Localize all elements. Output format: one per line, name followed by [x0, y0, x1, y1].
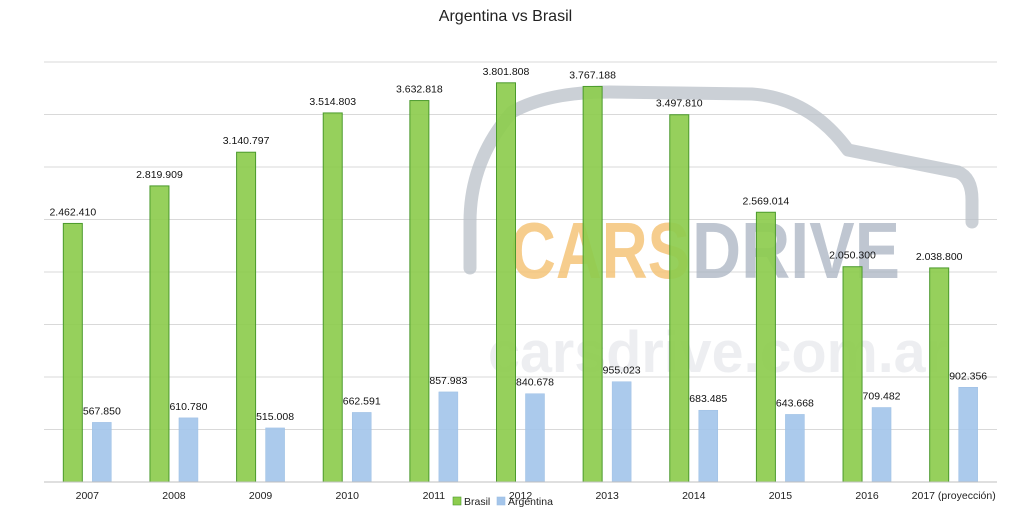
bar-argentina-2013: [611, 381, 632, 483]
data-label-argentina-2012: 840.678: [516, 377, 554, 389]
x-tick-label: 2013: [595, 490, 619, 502]
watermark-car-outline: [463, 85, 979, 275]
data-label-brasil-2014: 3.497.810: [656, 98, 703, 110]
data-label-argentina-2017: 902.356: [949, 370, 987, 382]
x-axis-ticks: 2007 2008 2009 2010 2011 2012 2013 2014 2015 2016…: [76, 490, 996, 502]
legend-swatch-argentina: [496, 496, 506, 506]
data-label-argentina-2014: 683.485: [689, 393, 727, 405]
bar-brasil-2014: [669, 114, 690, 483]
x-tick-label: 2017 (proyección): [912, 490, 996, 502]
data-label-brasil-2011: 3.632.818: [396, 84, 443, 96]
bar-brasil-2007: [62, 222, 83, 483]
bar-brasil-2012: [496, 82, 516, 483]
data-label-brasil-2013: 3.767.188: [569, 69, 616, 81]
x-tick-label: 2014: [682, 490, 706, 502]
bar-brasil-2015: [755, 211, 776, 483]
legend: Brasil Argentina: [452, 496, 553, 508]
bar-argentina-2012: [525, 393, 545, 483]
data-label-brasil-2008: 2.819.909: [136, 169, 183, 181]
bar-brasil-2016: [842, 266, 863, 483]
bar-brasil-2017: [929, 267, 950, 483]
data-label-argentina-2009: 515.008: [256, 411, 294, 423]
data-label-brasil-2017: 2.038.800: [916, 251, 963, 263]
data-label-argentina-2016: 709.482: [863, 391, 901, 403]
watermark: CARSDRIVEcarsdrive.com.ar: [463, 85, 979, 385]
bar-brasil-2008: [149, 185, 170, 483]
watermark-domain-text: carsdrive.com.ar: [488, 320, 948, 385]
data-label-brasil-2016: 2.050.300: [829, 250, 876, 262]
bar-argentina-2016: [871, 407, 892, 483]
x-tick-label: 2016: [855, 490, 879, 502]
data-label-brasil-2012: 3.801.808: [483, 66, 530, 78]
legend-label-brasil: Brasil: [464, 496, 490, 508]
legend-label-argentina: Argentina: [508, 496, 553, 508]
x-tick-label: 2010: [336, 490, 360, 502]
chart-title: Argentina vs Brasil: [438, 8, 573, 25]
data-label-argentina-2015: 643.668: [776, 397, 814, 409]
bar-brasil-2010: [322, 112, 343, 483]
bars: [62, 82, 978, 483]
x-tick-label: 2015: [769, 490, 793, 502]
data-label-argentina-2013: 955.023: [603, 365, 641, 377]
data-label-brasil-2010: 3.514.803: [309, 96, 356, 108]
bar-argentina-2008: [178, 417, 199, 483]
data-label-argentina-2007: 567.850: [83, 405, 121, 417]
bar-argentina-2014: [698, 409, 719, 483]
data-label-argentina-2010: 662.591: [343, 395, 381, 407]
data-labels: 2.462.410 567.850 2.819.909 610.780 3.140.79…: [49, 66, 987, 423]
data-label-brasil-2015: 2.569.014: [743, 195, 790, 207]
x-tick-label: 2012: [509, 490, 533, 502]
x-tick-label: 2009: [249, 490, 273, 502]
data-label-brasil-2007: 2.462.410: [49, 206, 96, 218]
data-label-argentina-2008: 610.780: [169, 401, 207, 413]
data-label-argentina-2011: 857.983: [429, 375, 467, 387]
x-tick-label: 2011: [423, 490, 446, 502]
bar-argentina-2017: [958, 387, 978, 483]
bar-brasil-2009: [236, 151, 257, 483]
x-tick-label: 2007: [76, 490, 100, 502]
legend-swatch-brasil: [452, 496, 462, 506]
watermark-drive-text: DRIVE: [692, 206, 900, 295]
gridlines: [44, 61, 997, 430]
bar-brasil-2011: [409, 100, 430, 483]
bar-brasil-2013: [582, 85, 603, 483]
data-label-brasil-2009: 3.140.797: [223, 135, 270, 147]
x-tick-label: 2008: [162, 490, 186, 502]
bar-argentina-2007: [92, 422, 112, 483]
bar-argentina-2009: [265, 427, 285, 483]
bar-argentina-2010: [351, 412, 372, 483]
bar-argentina-2011: [438, 391, 459, 483]
bar-argentina-2015: [785, 414, 805, 483]
